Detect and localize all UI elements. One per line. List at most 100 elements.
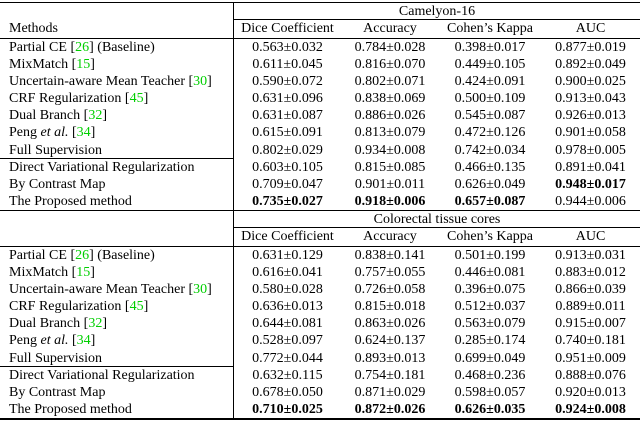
- citation-ref: 34: [76, 125, 91, 141]
- metric-value: 0.699±0.049: [454, 350, 526, 366]
- table-row: Partial CE [26] (Baseline) 0.563±0.032 0.7…: [0, 39, 640, 57]
- table-row: MixMatch [15] 0.616±0.041 0.757±0.055 0.446…: [0, 264, 640, 282]
- metric-value: 0.631±0.129: [233, 246, 341, 265]
- citation-ref: 34: [76, 333, 91, 349]
- method-name: Peng et al. [34]: [9, 125, 96, 141]
- table-row: Peng et al. [34] 0.615±0.091 0.813±0.079 0.…: [0, 124, 640, 142]
- column-header-auc: AUC: [575, 21, 606, 36]
- metric-value: 0.951±0.009: [555, 350, 626, 366]
- table-row: By Contrast Map 0.709±0.047 0.901±0.011 0.6…: [0, 175, 640, 193]
- metric-value: 0.877±0.019: [555, 40, 626, 55]
- table-row: The Proposed method 0.735±0.027 0.918±0.00…: [0, 192, 640, 210]
- metric-value: 0.710±0.025: [233, 400, 341, 418]
- metric-value: 0.948±0.017: [555, 176, 626, 192]
- metric-value: 0.563±0.079: [454, 316, 526, 332]
- metric-value: 0.398±0.017: [454, 40, 526, 55]
- metric-value: 0.500±0.109: [454, 91, 526, 107]
- metric-value: 0.528±0.097: [233, 332, 341, 350]
- method-name: The Proposed method: [9, 401, 132, 417]
- metric-value: 0.838±0.069: [354, 91, 426, 107]
- metric-value: 0.468±0.236: [454, 367, 526, 383]
- metric-value: 0.866±0.039: [555, 282, 626, 298]
- table-row: CRF Regularization [45] 0.631±0.096 0.838±…: [0, 90, 640, 108]
- metric-value: 0.631±0.096: [233, 90, 341, 108]
- table-row: Camelyon-16: [0, 3, 640, 20]
- metric-value: 0.740±0.181: [555, 333, 626, 349]
- metric-value: 0.754±0.181: [354, 367, 426, 383]
- citation-ref: 30: [193, 282, 208, 298]
- column-header-accuracy: Accuracy: [363, 228, 417, 244]
- citation-ref: 15: [76, 57, 91, 73]
- metric-value: 0.888±0.076: [555, 367, 626, 383]
- method-name: CRF Regularization [45]: [9, 299, 149, 315]
- method-name: CRF Regularization [45]: [9, 91, 149, 107]
- metric-value: 0.726±0.058: [354, 282, 426, 298]
- metric-value: 0.742±0.034: [454, 142, 526, 158]
- metric-value: 0.449±0.105: [454, 57, 526, 73]
- method-name: Peng et al. [34]: [9, 333, 96, 349]
- citation-ref: 15: [76, 265, 91, 281]
- metric-value: 0.657±0.087: [454, 193, 526, 209]
- metric-value: 0.611±0.045: [233, 56, 341, 74]
- method-name: MixMatch [15]: [9, 57, 95, 73]
- metric-value: 0.580±0.028: [233, 281, 341, 299]
- method-name: Partial CE [26] (Baseline): [9, 247, 155, 263]
- table-row: The Proposed method 0.710±0.025 0.872±0.02…: [0, 400, 640, 418]
- table-row: Direct Variational Regularization 0.603±0…: [0, 158, 640, 176]
- metric-value: 0.598±0.057: [454, 384, 526, 400]
- metric-value: 0.472±0.126: [454, 125, 526, 141]
- metric-value: 0.883±0.012: [555, 265, 626, 281]
- metric-value: 0.918±0.006: [354, 193, 426, 209]
- metric-value: 0.446±0.081: [454, 265, 526, 281]
- citation-ref: 45: [129, 299, 144, 315]
- metric-value: 0.512±0.037: [454, 299, 526, 315]
- metric-value: 0.886±0.026: [354, 108, 426, 124]
- metric-value: 0.813±0.079: [354, 125, 426, 141]
- table-section-colorectal: Colorectal tissue cores Dice Coefficient…: [0, 210, 640, 418]
- metric-value: 0.871±0.029: [354, 384, 426, 400]
- table-header-row: Dice Coefficient Accuracy Cohen’s Kappa …: [0, 227, 640, 247]
- metric-value: 0.913±0.031: [555, 247, 626, 263]
- method-name: MixMatch [15]: [9, 265, 95, 281]
- table-row: Full Supervision 0.772±0.044 0.893±0.013 0.…: [0, 349, 640, 367]
- table-row: Partial CE [26] (Baseline) 0.631±0.129 0.8…: [0, 246, 640, 265]
- method-name: The Proposed method: [9, 193, 132, 209]
- method-name: Direct Variational Regularization: [9, 159, 195, 175]
- method-name: Uncertain-aware Mean Teacher [30]: [9, 74, 212, 90]
- metric-value: 0.545±0.087: [454, 108, 526, 124]
- table-title: Colorectal tissue cores: [233, 210, 640, 228]
- table-row: Dual Branch [32] 0.631±0.087 0.886±0.026 0.…: [0, 107, 640, 125]
- column-header-kappa: Cohen’s Kappa: [447, 228, 533, 244]
- metric-value: 0.920±0.013: [555, 384, 626, 400]
- method-name: Uncertain-aware Mean Teacher [30]: [9, 282, 212, 298]
- metric-value: 0.632±0.115: [233, 366, 341, 384]
- metric-value: 0.944±0.006: [555, 193, 626, 209]
- method-name: By Contrast Map: [9, 384, 106, 400]
- metric-value: 0.913±0.043: [555, 91, 626, 107]
- metric-value: 0.978±0.005: [555, 142, 626, 158]
- column-header-accuracy: Accuracy: [363, 21, 417, 36]
- table-section-camelyon16: Camelyon-16 Methods Dice Coefficient Acc…: [0, 3, 640, 211]
- metric-value: 0.802±0.029: [233, 141, 341, 159]
- table-row: Direct Variational Regularization 0.632±0…: [0, 366, 640, 384]
- table-row: CRF Regularization [45] 0.636±0.013 0.815±…: [0, 298, 640, 316]
- table-row: Uncertain-aware Mean Teacher [30] 0.580±0…: [0, 281, 640, 299]
- method-name: Partial CE [26] (Baseline): [9, 40, 155, 55]
- metric-value: 0.901±0.011: [354, 176, 426, 192]
- citation-ref: 26: [75, 247, 90, 263]
- metric-value: 0.603±0.105: [233, 158, 341, 176]
- citation-ref: 45: [129, 91, 144, 107]
- metric-value: 0.934±0.008: [354, 142, 426, 158]
- empty-cell: [0, 211, 233, 228]
- metric-value: 0.892±0.049: [555, 57, 626, 73]
- metric-value: 0.590±0.072: [233, 73, 341, 91]
- citation-ref: 26: [75, 40, 90, 55]
- metric-value: 0.816±0.070: [354, 57, 426, 73]
- table-row: Colorectal tissue cores: [0, 210, 640, 228]
- table-row: MixMatch [15] 0.611±0.045 0.816±0.070 0.449…: [0, 56, 640, 74]
- column-header-dice: Dice Coefficient: [233, 227, 341, 246]
- metric-value: 0.616±0.041: [233, 264, 341, 282]
- metric-value: 0.891±0.041: [555, 159, 626, 175]
- column-header-auc: AUC: [575, 228, 606, 244]
